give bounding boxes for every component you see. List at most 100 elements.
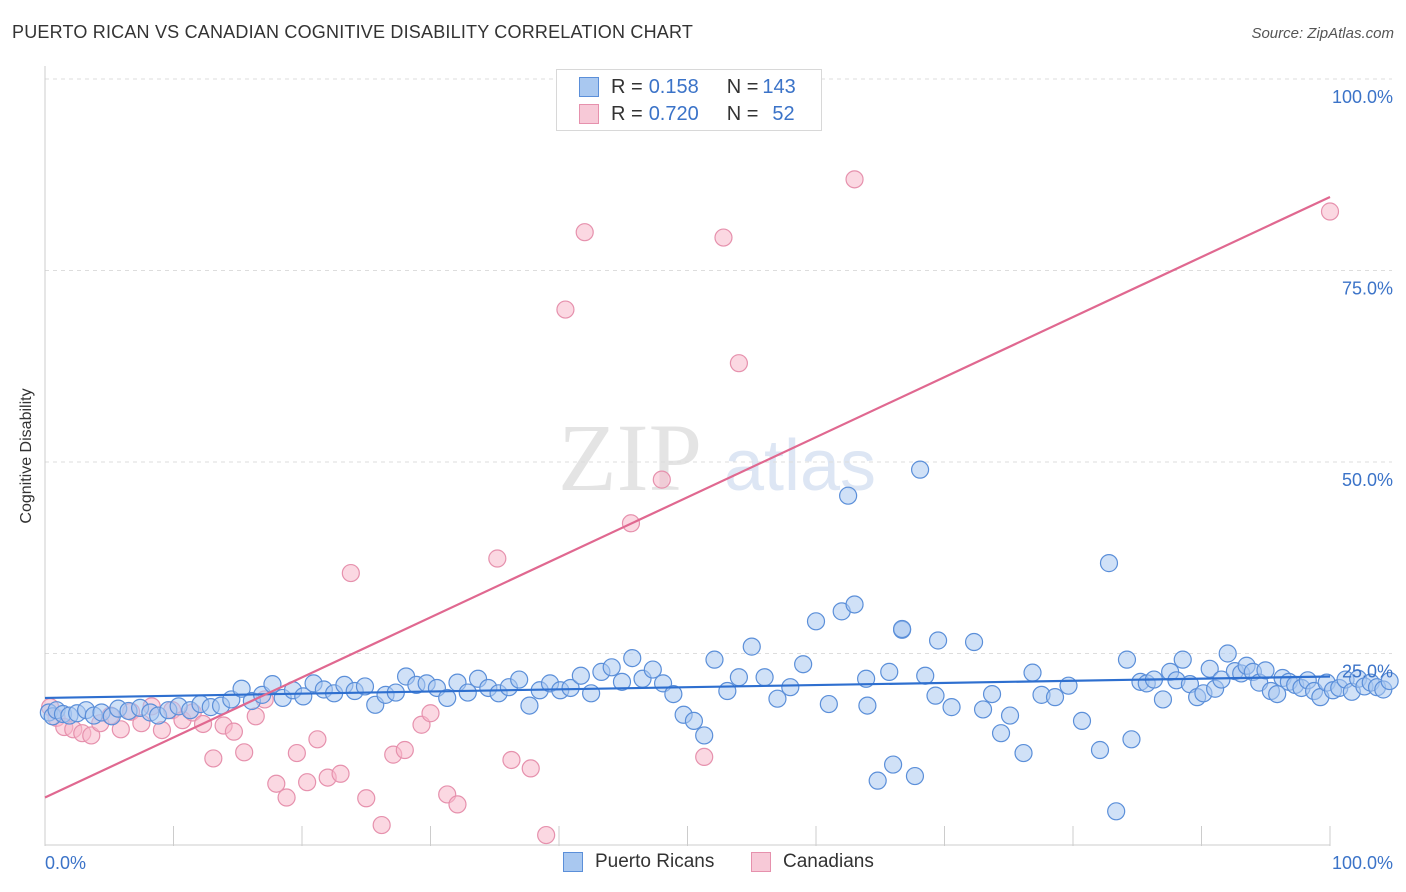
tick-labels: 25.0% 50.0% 75.0% 100.0% 0.0% 100.0% (45, 87, 1393, 873)
puerto-ricans-point (1268, 684, 1287, 704)
canadians-point (502, 750, 521, 770)
puerto-ricans-point (1090, 740, 1110, 760)
canadians-point (845, 170, 864, 189)
trend-lines (44, 195, 1331, 799)
puerto-ricans-point (781, 678, 800, 697)
puerto-ricans-point (905, 766, 925, 786)
canadians-point (395, 740, 414, 760)
puerto-ricans-point (928, 631, 948, 650)
puerto-ricans-point (926, 686, 945, 705)
canadians-point (448, 795, 467, 814)
watermark: ZIP atlas (558, 404, 876, 511)
legend-row-puerto-ricans: R = 0.158 N = 143 (579, 74, 796, 100)
n-label: N = (726, 102, 759, 125)
puerto-ricans-point (973, 700, 993, 719)
y-tick-label: 100.0% (1332, 87, 1393, 107)
bottom-legend: Puerto Ricans Canadians (0, 851, 1406, 877)
puerto-ricans-point (857, 669, 876, 688)
puerto-ricans-point (892, 619, 912, 639)
canadians-point (521, 759, 540, 778)
puerto-ricans-point (582, 684, 601, 703)
puerto-ricans-point (819, 694, 838, 714)
canadians-trend-line (44, 195, 1331, 799)
puerto-ricans-point (1173, 650, 1192, 669)
y-tick-label: 50.0% (1342, 470, 1393, 490)
legend-label: Canadians (783, 851, 874, 872)
r-label: R = (611, 75, 643, 98)
canadians-points (41, 170, 1340, 845)
chart-title: PUERTO RICAN VS CANADIAN COGNITIVE DISAB… (12, 22, 694, 42)
puerto-ricans-point (1072, 711, 1092, 731)
canadians-point (224, 722, 243, 741)
canadians-point (204, 749, 223, 768)
canadians-point (652, 470, 671, 489)
canadians-point (575, 223, 594, 242)
r-value: 0.720 (648, 102, 699, 125)
puerto-ricans-point (794, 655, 813, 674)
canadians-point (82, 726, 101, 745)
puerto-ricans-point (602, 658, 621, 677)
puerto-ricans-point (1000, 706, 1020, 725)
grid (45, 78, 1392, 654)
puerto-ricans-point (742, 637, 761, 656)
canadians-point (111, 720, 130, 739)
puerto-ricans-point (839, 486, 858, 505)
y-tick-label: 25.0% (1342, 662, 1393, 682)
x-tick-label-max: 100.0% (1332, 853, 1393, 873)
puerto-ricans-point (1200, 659, 1219, 678)
canadians-point (298, 773, 317, 792)
x-tick-label-min: 0.0% (45, 853, 86, 873)
puerto-ricans-point (1117, 650, 1137, 669)
puerto-ricans-point (1218, 644, 1237, 663)
puerto-ricans-point (729, 668, 749, 687)
r-label: R = (611, 102, 643, 125)
puerto-ricans-point (845, 595, 864, 614)
puerto-ricans-point (695, 726, 714, 745)
canadians-point (421, 704, 440, 723)
canadians-point (267, 774, 286, 793)
puerto-ricans-point (510, 670, 529, 689)
puerto-ricans-point (1014, 743, 1033, 763)
stats-legend: R = 0.158 N = 143 R = 0.720 N = 52 (556, 69, 822, 131)
n-value: 143 (762, 75, 796, 98)
puerto-ricans-point (1153, 690, 1173, 709)
n-label: N = (726, 75, 759, 98)
pink-swatch (751, 852, 771, 872)
puerto-ricans-point (294, 687, 313, 706)
pink-swatch (579, 104, 599, 124)
puerto-ricans-point (806, 612, 826, 631)
legend-row-canadians: R = 0.720 N = 52 (579, 101, 795, 127)
puerto-ricans-trend-line (44, 675, 1331, 700)
puerto-ricans-point (355, 677, 375, 696)
canadians-point (1320, 202, 1340, 221)
puerto-ricans-point (942, 698, 961, 717)
canadians-point (714, 228, 733, 247)
puerto-ricans-point (964, 632, 984, 652)
puerto-ricans-point (1023, 663, 1042, 682)
blue-swatch (563, 852, 583, 872)
puerto-ricans-point (916, 666, 935, 685)
canadians-point (537, 825, 556, 845)
puerto-ricans-point (438, 688, 457, 708)
r-value: 0.158 (648, 75, 699, 98)
puerto-ricans-point (883, 755, 903, 774)
puerto-ricans-point (755, 668, 774, 687)
canadians-point (695, 747, 714, 767)
canadians-point (287, 743, 306, 763)
puerto-ricans-point (612, 672, 632, 691)
puerto-ricans-point (232, 679, 251, 698)
canadians-point (246, 707, 265, 726)
puerto-ricans-point (1256, 661, 1275, 680)
puerto-ricans-point (1380, 671, 1399, 691)
puerto-ricans-point (705, 650, 724, 669)
canadians-point (277, 788, 296, 807)
puerto-ricans-point (520, 696, 539, 715)
n-value: 52 (772, 102, 795, 125)
watermark-zip: ZIP (558, 404, 702, 511)
puerto-ricans-points (39, 460, 1399, 821)
puerto-ricans-point (1107, 802, 1126, 821)
puerto-ricans-point (768, 689, 787, 708)
source-label: Source: ZipAtlas.com (1251, 25, 1394, 42)
legend-item-puerto-ricans: Puerto Ricans (563, 851, 714, 873)
puerto-ricans-point (643, 660, 662, 679)
